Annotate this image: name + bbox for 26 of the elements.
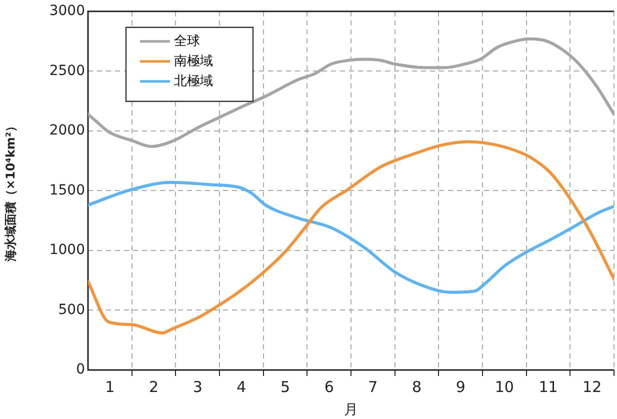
x-tick-label: 5 — [280, 378, 290, 396]
y-tick-label: 2500 — [49, 62, 85, 79]
x-tick-label: 10 — [494, 378, 514, 396]
x-tick-label: 4 — [236, 378, 246, 396]
y-tick-label: 500 — [58, 302, 85, 318]
y-tick-label: 1000 — [49, 242, 85, 258]
y-tick-label: 2000 — [49, 122, 85, 139]
x-tick-label: 11 — [538, 378, 558, 396]
y-tick-label: 1500 — [49, 182, 85, 198]
x-tick-label: 12 — [582, 378, 602, 396]
x-tick-label: 1 — [105, 378, 115, 396]
x-tick-label: 2 — [148, 378, 159, 396]
x-axis-title: 月 — [344, 402, 358, 418]
legend-label: 南極域 — [174, 54, 213, 69]
x-tick-label: 9 — [456, 378, 466, 396]
x-tick-label: 8 — [412, 378, 422, 396]
line-series — [88, 140, 614, 334]
legend-label: 北極域 — [174, 74, 213, 89]
x-tick-label: 6 — [324, 378, 334, 396]
x-tick-label: 3 — [192, 378, 202, 396]
y-tick-label: 0 — [76, 362, 85, 378]
line-series — [88, 180, 614, 294]
y-tick-label: 3000 — [49, 3, 85, 20]
y-axis-title: 海水域面積（×10⁴km²） — [3, 120, 18, 263]
legend-label: 全球 — [174, 34, 200, 49]
x-tick-label: 7 — [368, 378, 378, 396]
